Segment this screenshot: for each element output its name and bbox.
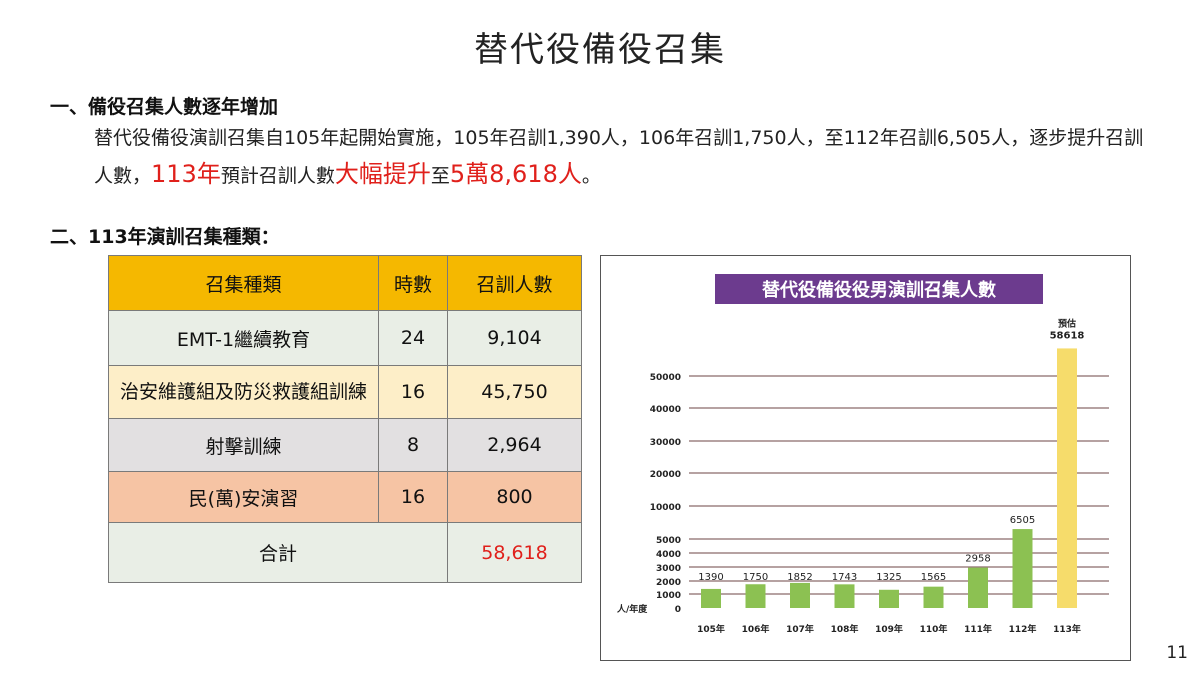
x-tick-label: 110年 <box>920 623 948 635</box>
table-cell-hours: 24 <box>378 310 448 366</box>
chart-bar <box>834 584 855 608</box>
data-label: 1325 <box>876 572 901 583</box>
chart-bar <box>879 589 899 608</box>
y-tick-label: 0 <box>675 605 681 615</box>
y-tick-label: 50000 <box>650 373 681 383</box>
section1-text-g: 。 <box>581 165 601 187</box>
table-cell-type: 治安維護組及防災救護組訓練 <box>108 365 379 419</box>
table-cell-count: 2,964 <box>447 418 582 472</box>
y-tick-label: 5000 <box>656 536 681 546</box>
chart-bar <box>701 588 721 608</box>
section1-text-e: 至 <box>430 165 450 187</box>
section1-heading: 一、備役召集人數逐年增加 <box>50 96 279 118</box>
x-tick-label: 111年 <box>964 623 992 635</box>
table-cell-type: 射擊訓練 <box>108 418 379 472</box>
chart-bar <box>923 586 944 608</box>
chart-bar <box>790 582 810 608</box>
section1-text-c: 預計召訓人數 <box>220 165 335 187</box>
chart-bar <box>968 567 988 608</box>
table-cell-hours: 16 <box>378 471 448 523</box>
table-header-row: 召集種類 時數 召訓人數 <box>108 255 582 311</box>
section1-increase-highlight: 大幅提升 <box>334 160 431 188</box>
x-tick-label: 112年 <box>1009 623 1037 635</box>
table-cell-type: 民(萬)安演習 <box>108 471 379 523</box>
table-cell-count: 800 <box>447 471 582 523</box>
table-total-label: 合計 <box>108 522 448 583</box>
table-header-count: 召訓人數 <box>447 255 582 311</box>
table-total-row: 合計 58,618 <box>108 522 582 583</box>
table-row: 治安維護組及防災救護組訓練 16 45,750 <box>108 365 582 419</box>
summary-table: 召集種類 時數 召訓人數 EMT-1繼續教育 24 9,104 治安維護組及防災… <box>108 255 582 583</box>
data-label: 6505 <box>1010 515 1035 526</box>
data-label-estimate: 預估 <box>1058 317 1076 329</box>
table-cell-count: 45,750 <box>447 365 582 419</box>
table-header-type: 召集種類 <box>108 255 379 311</box>
y-tick-label: 20000 <box>650 470 681 480</box>
page-number: 11 <box>1166 643 1188 663</box>
x-tick-label: 113年 <box>1053 623 1081 635</box>
table-row: EMT-1繼續教育 24 9,104 <box>108 310 582 366</box>
table-total-value: 58,618 <box>447 522 582 583</box>
bar-chart: 替代役備役役男演訓召集人數 0 1000 2000 3000 4000 5000 10000 2… <box>600 255 1131 661</box>
section1-paragraph: 替代役備役演訓召集自105年起開始實施，105年召訓1,390人，106年召訓1… <box>94 120 1154 194</box>
x-tick-label: 108年 <box>831 623 859 635</box>
chart-bar <box>1012 529 1033 608</box>
y-tick-label: 2000 <box>656 578 681 588</box>
chart-title: 替代役備役役男演訓召集人數 <box>762 279 996 301</box>
table-header-hours: 時數 <box>378 255 448 311</box>
x-tick-label: 106年 <box>742 623 770 635</box>
y-tick-label: 40000 <box>650 405 681 415</box>
data-label: 1852 <box>787 572 812 583</box>
page-title: 替代役備役召集 <box>474 30 726 70</box>
table-cell-count: 9,104 <box>447 310 582 366</box>
data-label: 58618 <box>1050 330 1085 341</box>
section1-text-a: 替代役備役演訓召集自105年起開始實施，105年召訓1,390人，106年召訓1… <box>94 127 1144 187</box>
y-tick-label: 4000 <box>656 550 681 560</box>
section1-total-highlight: 5萬8,618人 <box>449 160 582 188</box>
x-tick-label: 109年 <box>875 623 903 635</box>
y-tick-label: 3000 <box>656 564 681 574</box>
table-cell-type: EMT-1繼續教育 <box>108 310 379 366</box>
x-tick-label: 107年 <box>786 623 814 635</box>
table-cell-hours: 16 <box>378 365 448 419</box>
section1-year-highlight: 113年 <box>151 160 221 188</box>
data-label: 1565 <box>921 572 946 583</box>
y-tick-label: 30000 <box>650 438 681 448</box>
data-label: 1750 <box>743 572 768 583</box>
bar-chart-svg: 替代役備役役男演訓召集人數 0 1000 2000 3000 4000 5000 10000 2… <box>616 274 1109 635</box>
chart-bar <box>1057 348 1077 608</box>
y-axis-label: 人/年度 <box>616 603 648 615</box>
chart-bar <box>745 584 766 608</box>
y-tick-label: 10000 <box>650 503 681 513</box>
data-label: 1390 <box>698 572 723 583</box>
y-tick-label: 1000 <box>656 591 681 601</box>
table-row: 民(萬)安演習 16 800 <box>108 471 582 523</box>
chart-title-box <box>715 274 1043 304</box>
data-label: 1743 <box>832 572 857 583</box>
table-cell-hours: 8 <box>378 418 448 472</box>
table-row: 射擊訓練 8 2,964 <box>108 418 582 472</box>
data-label: 2958 <box>965 554 990 565</box>
section2-heading: 二、113年演訓召集種類： <box>50 226 280 248</box>
x-tick-label: 105年 <box>697 623 725 635</box>
